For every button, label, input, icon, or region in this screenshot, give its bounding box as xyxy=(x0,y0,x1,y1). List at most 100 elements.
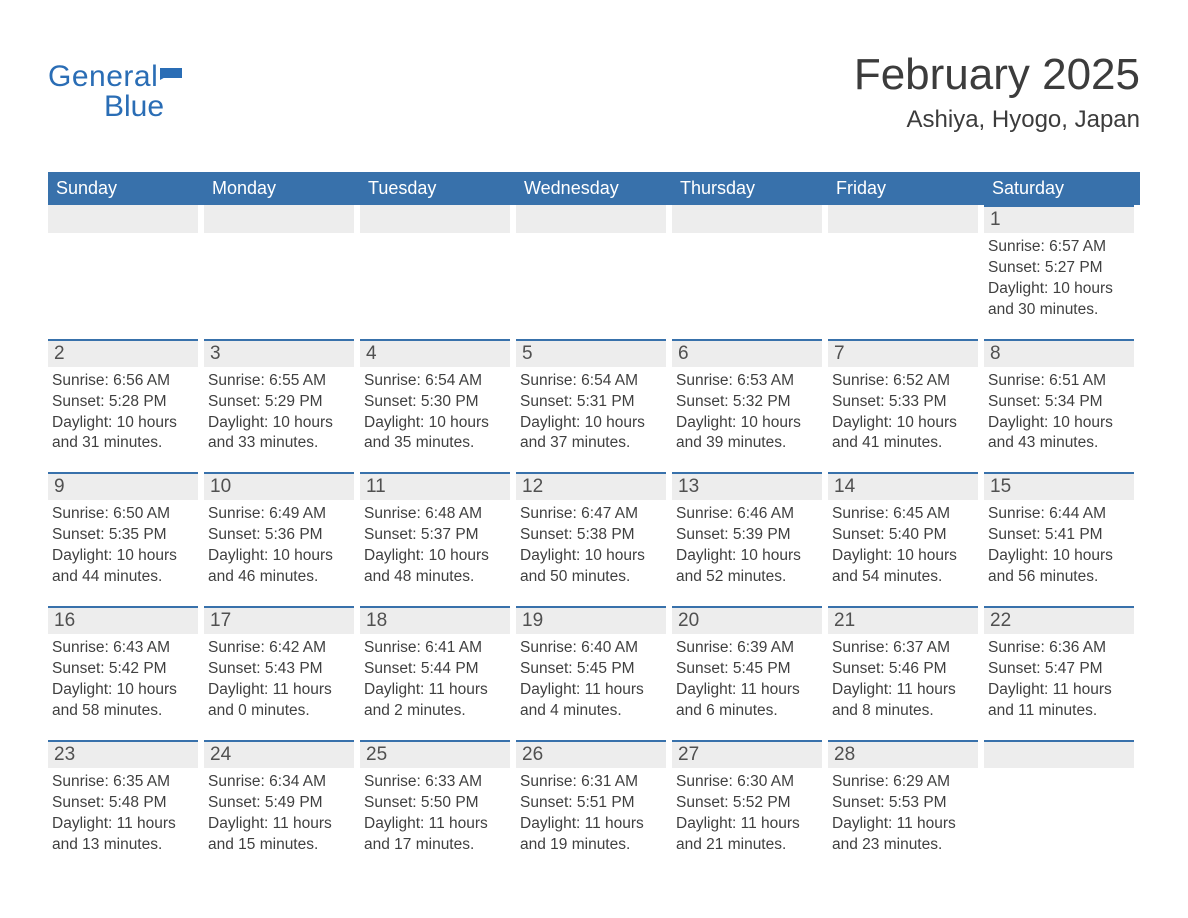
day-cell: 4Sunrise: 6:54 AMSunset: 5:30 PMDaylight… xyxy=(360,339,516,455)
day-cell: 12Sunrise: 6:47 AMSunset: 5:38 PMDayligh… xyxy=(516,472,672,588)
day-details xyxy=(360,233,510,237)
weekday-header-row: SundayMondayTuesdayWednesdayThursdayFrid… xyxy=(48,172,1140,205)
daylight-line: Daylight: 11 hours and 4 minutes. xyxy=(520,680,662,722)
day-number: 12 xyxy=(516,472,666,500)
sunset-line: Sunset: 5:49 PM xyxy=(208,793,350,814)
day-number: 15 xyxy=(984,472,1134,500)
sunrise-line: Sunrise: 6:43 AM xyxy=(52,638,194,659)
day-cell xyxy=(204,205,360,321)
location-label: Ashiya, Hyogo, Japan xyxy=(854,106,1140,134)
week-row: 1Sunrise: 6:57 AMSunset: 5:27 PMDaylight… xyxy=(48,205,1140,321)
day-number: 27 xyxy=(672,740,822,768)
daylight-line: Daylight: 11 hours and 6 minutes. xyxy=(676,680,818,722)
brand-logo: General Blue xyxy=(48,62,186,122)
sunset-line: Sunset: 5:44 PM xyxy=(364,659,506,680)
day-number: 6 xyxy=(672,339,822,367)
sunrise-line: Sunrise: 6:44 AM xyxy=(988,504,1130,525)
day-cell: 25Sunrise: 6:33 AMSunset: 5:50 PMDayligh… xyxy=(360,740,516,856)
day-number: 1 xyxy=(984,205,1134,233)
sunset-line: Sunset: 5:43 PM xyxy=(208,659,350,680)
week-row: 23Sunrise: 6:35 AMSunset: 5:48 PMDayligh… xyxy=(48,740,1140,856)
day-number: 22 xyxy=(984,606,1134,634)
daylight-line: Daylight: 11 hours and 15 minutes. xyxy=(208,814,350,856)
sunset-line: Sunset: 5:38 PM xyxy=(520,525,662,546)
day-cell: 14Sunrise: 6:45 AMSunset: 5:40 PMDayligh… xyxy=(828,472,984,588)
sunset-line: Sunset: 5:36 PM xyxy=(208,525,350,546)
day-cell: 17Sunrise: 6:42 AMSunset: 5:43 PMDayligh… xyxy=(204,606,360,722)
daylight-line: Daylight: 11 hours and 11 minutes. xyxy=(988,680,1130,722)
sunrise-line: Sunrise: 6:48 AM xyxy=(364,504,506,525)
daylight-line: Daylight: 10 hours and 39 minutes. xyxy=(676,413,818,455)
sunrise-line: Sunrise: 6:33 AM xyxy=(364,772,506,793)
sunset-line: Sunset: 5:51 PM xyxy=(520,793,662,814)
sunrise-line: Sunrise: 6:45 AM xyxy=(832,504,974,525)
day-details: Sunrise: 6:54 AMSunset: 5:31 PMDaylight:… xyxy=(516,367,666,455)
day-details: Sunrise: 6:33 AMSunset: 5:50 PMDaylight:… xyxy=(360,768,510,856)
day-details: Sunrise: 6:29 AMSunset: 5:53 PMDaylight:… xyxy=(828,768,978,856)
day-details: Sunrise: 6:40 AMSunset: 5:45 PMDaylight:… xyxy=(516,634,666,722)
day-cell: 1Sunrise: 6:57 AMSunset: 5:27 PMDaylight… xyxy=(984,205,1140,321)
daylight-line: Daylight: 10 hours and 52 minutes. xyxy=(676,546,818,588)
daylight-line: Daylight: 10 hours and 35 minutes. xyxy=(364,413,506,455)
day-cell: 28Sunrise: 6:29 AMSunset: 5:53 PMDayligh… xyxy=(828,740,984,856)
day-number: 10 xyxy=(204,472,354,500)
sunset-line: Sunset: 5:45 PM xyxy=(676,659,818,680)
day-cell xyxy=(672,205,828,321)
day-details: Sunrise: 6:51 AMSunset: 5:34 PMDaylight:… xyxy=(984,367,1134,455)
sunrise-line: Sunrise: 6:46 AM xyxy=(676,504,818,525)
week-row: 16Sunrise: 6:43 AMSunset: 5:42 PMDayligh… xyxy=(48,606,1140,722)
daylight-line: Daylight: 10 hours and 43 minutes. xyxy=(988,413,1130,455)
day-number xyxy=(828,205,978,233)
day-cell: 7Sunrise: 6:52 AMSunset: 5:33 PMDaylight… xyxy=(828,339,984,455)
day-cell: 15Sunrise: 6:44 AMSunset: 5:41 PMDayligh… xyxy=(984,472,1140,588)
sunset-line: Sunset: 5:33 PM xyxy=(832,392,974,413)
weekday-header: Friday xyxy=(828,172,984,205)
sunset-line: Sunset: 5:34 PM xyxy=(988,392,1130,413)
daylight-line: Daylight: 10 hours and 37 minutes. xyxy=(520,413,662,455)
day-number xyxy=(672,205,822,233)
day-cell: 27Sunrise: 6:30 AMSunset: 5:52 PMDayligh… xyxy=(672,740,828,856)
day-details: Sunrise: 6:57 AMSunset: 5:27 PMDaylight:… xyxy=(984,233,1134,321)
day-details xyxy=(984,768,1134,772)
daylight-line: Daylight: 10 hours and 41 minutes. xyxy=(832,413,974,455)
brand-line2: Blue xyxy=(104,90,164,123)
day-cell: 8Sunrise: 6:51 AMSunset: 5:34 PMDaylight… xyxy=(984,339,1140,455)
daylight-line: Daylight: 11 hours and 0 minutes. xyxy=(208,680,350,722)
daylight-line: Daylight: 11 hours and 19 minutes. xyxy=(520,814,662,856)
day-cell: 21Sunrise: 6:37 AMSunset: 5:46 PMDayligh… xyxy=(828,606,984,722)
daylight-line: Daylight: 10 hours and 58 minutes. xyxy=(52,680,194,722)
weekday-header: Wednesday xyxy=(516,172,672,205)
day-cell: 20Sunrise: 6:39 AMSunset: 5:45 PMDayligh… xyxy=(672,606,828,722)
day-details: Sunrise: 6:42 AMSunset: 5:43 PMDaylight:… xyxy=(204,634,354,722)
day-cell xyxy=(984,740,1140,856)
sunrise-line: Sunrise: 6:47 AM xyxy=(520,504,662,525)
sunrise-line: Sunrise: 6:31 AM xyxy=(520,772,662,793)
day-details xyxy=(516,233,666,237)
day-number: 24 xyxy=(204,740,354,768)
day-number: 7 xyxy=(828,339,978,367)
sunset-line: Sunset: 5:35 PM xyxy=(52,525,194,546)
day-cell: 3Sunrise: 6:55 AMSunset: 5:29 PMDaylight… xyxy=(204,339,360,455)
sunrise-line: Sunrise: 6:55 AM xyxy=(208,371,350,392)
daylight-line: Daylight: 10 hours and 33 minutes. xyxy=(208,413,350,455)
sunset-line: Sunset: 5:37 PM xyxy=(364,525,506,546)
daylight-line: Daylight: 10 hours and 30 minutes. xyxy=(988,279,1130,321)
day-number xyxy=(516,205,666,233)
day-details: Sunrise: 6:50 AMSunset: 5:35 PMDaylight:… xyxy=(48,500,198,588)
daylight-line: Daylight: 10 hours and 56 minutes. xyxy=(988,546,1130,588)
day-cell: 24Sunrise: 6:34 AMSunset: 5:49 PMDayligh… xyxy=(204,740,360,856)
day-number: 3 xyxy=(204,339,354,367)
day-cell: 9Sunrise: 6:50 AMSunset: 5:35 PMDaylight… xyxy=(48,472,204,588)
day-details: Sunrise: 6:41 AMSunset: 5:44 PMDaylight:… xyxy=(360,634,510,722)
sunrise-line: Sunrise: 6:51 AM xyxy=(988,371,1130,392)
day-details: Sunrise: 6:45 AMSunset: 5:40 PMDaylight:… xyxy=(828,500,978,588)
sunrise-line: Sunrise: 6:50 AM xyxy=(52,504,194,525)
week-row: 9Sunrise: 6:50 AMSunset: 5:35 PMDaylight… xyxy=(48,472,1140,588)
calendar-grid: SundayMondayTuesdayWednesdayThursdayFrid… xyxy=(48,172,1140,855)
day-details: Sunrise: 6:47 AMSunset: 5:38 PMDaylight:… xyxy=(516,500,666,588)
sunrise-line: Sunrise: 6:54 AM xyxy=(520,371,662,392)
day-number: 20 xyxy=(672,606,822,634)
day-details: Sunrise: 6:35 AMSunset: 5:48 PMDaylight:… xyxy=(48,768,198,856)
day-number: 19 xyxy=(516,606,666,634)
day-details: Sunrise: 6:48 AMSunset: 5:37 PMDaylight:… xyxy=(360,500,510,588)
